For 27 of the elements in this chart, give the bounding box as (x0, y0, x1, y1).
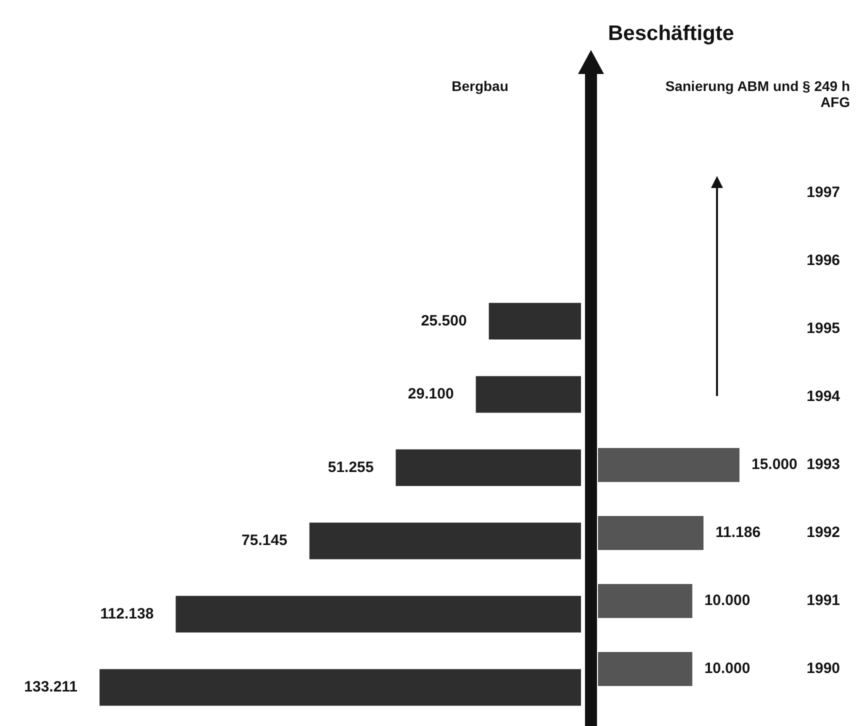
chart-subtitle: Sanierung ABM und § 249 h AFG (664, 78, 850, 110)
y-tick-label: 1997 (806, 184, 840, 202)
y-tick-label: 1993 (806, 456, 840, 474)
y-tick-label: 1990 (806, 660, 840, 678)
y-tick-label: 1992 (806, 524, 840, 542)
data-label: 112.138 (100, 605, 154, 622)
data-label: 133.211 (24, 678, 78, 696)
chart-subtitle: Bergbau (450, 78, 510, 94)
bar (176, 596, 581, 632)
chart-title: Beschäftigte (608, 22, 736, 46)
data-label: 29.100 (408, 386, 454, 403)
bar (396, 449, 581, 486)
data-label: 15.000 (751, 456, 798, 474)
data-label: 10.000 (704, 660, 750, 678)
bar (476, 376, 581, 413)
data-label: 11.186 (716, 524, 761, 542)
y-tick-label: 1991 (806, 592, 840, 610)
data-label: 10.000 (704, 592, 750, 610)
y-tick-label: 1996 (806, 252, 840, 270)
data-label: 75.145 (242, 532, 288, 550)
y-tick-label: 1994 (806, 388, 841, 406)
bar (488, 302, 581, 340)
y-tick-label: 1995 (806, 320, 840, 338)
bar (100, 669, 581, 706)
data-label: 51.255 (328, 458, 374, 476)
data-label: 25.500 (420, 312, 467, 330)
bar (309, 522, 581, 560)
